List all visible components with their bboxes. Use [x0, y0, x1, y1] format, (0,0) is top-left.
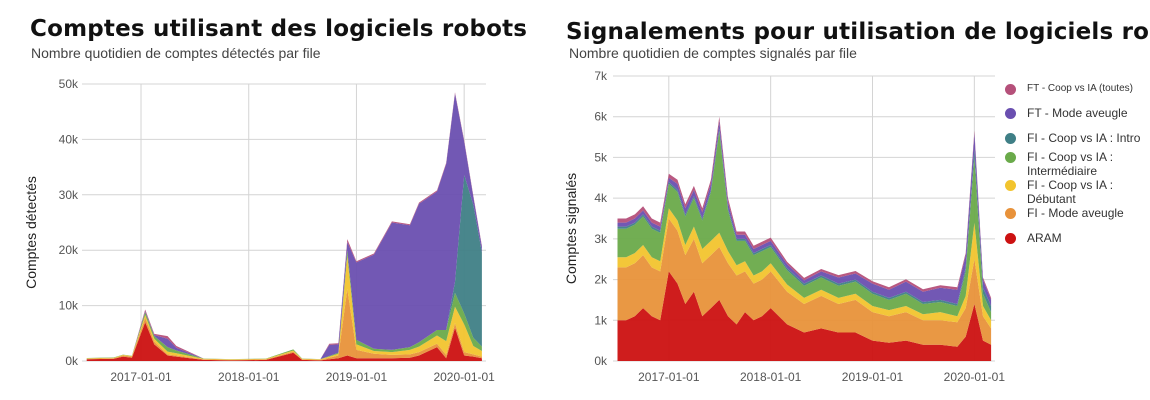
y-tick-label: 3k [594, 232, 608, 246]
legend-item-ft-coop[interactable]: FT - Coop vs IA (toutes) [1005, 82, 1150, 96]
legend-item-fi-mode-aveugle[interactable]: FI - Mode aveugle [1005, 206, 1150, 220]
y-tick-label: 20k [59, 243, 79, 257]
area-series-ft-mode-aveugle[interactable] [86, 93, 482, 360]
x-tick-label: 2019-01-01 [842, 370, 904, 384]
x-tick-label: 2020-01-01 [433, 370, 495, 384]
x-tick-label: 2019-01-01 [326, 370, 388, 384]
y-tick-label: 6k [594, 110, 608, 124]
x-tick-label: 2018-01-01 [218, 370, 280, 384]
legend-swatch-ft-coop [1005, 84, 1016, 95]
legend-label-fi-debutant: FI - Coop vs IA : Débutant [1027, 178, 1114, 206]
chart-2: 0k 1k 2k 3k 4k 5k 6k 7k 2017-01-01 2018-01-01 2019… [563, 69, 1005, 384]
y-axis-label: Comptes détectés [23, 176, 39, 289]
legend-label-aram: ARAM [1027, 231, 1062, 245]
legend-swatch-fi-mode-aveugle [1005, 208, 1016, 219]
area-series-fi-coop-vs-ia-d-butant[interactable] [86, 255, 482, 360]
y-tick-label: 0k [65, 354, 79, 368]
legend-swatch-fi-intro [1005, 133, 1016, 144]
area-series-aram[interactable] [86, 322, 482, 361]
legend-swatch-aram [1005, 233, 1016, 244]
y-tick-label: 10k [59, 299, 79, 313]
legend-item-fi-debutant[interactable]: FI - Coop vs IA : Débutant [1005, 178, 1137, 206]
legend-item-fi-intro[interactable]: FI - Coop vs IA : Intro [1005, 131, 1150, 145]
y-axis-label: Comptes signalés [563, 173, 579, 284]
area-series-fi-mode-aveugle[interactable] [617, 218, 992, 347]
legend-item-aram[interactable]: ARAM [1005, 231, 1150, 245]
y-tick-label: 0k [594, 354, 608, 368]
chart-2-subtitle: Nombre quotidien de comptes signalés par… [569, 45, 857, 61]
legend-item-fi-intermediaire[interactable]: FI - Coop vs IA : Intermédiaire [1005, 150, 1137, 178]
x-tick-label: 2018-01-01 [740, 370, 802, 384]
x-tick-label: 2020-01-01 [944, 370, 1006, 384]
chart-1: 0k 10k 20k 30k 40k 50k 2017-01-01 2018-01-01 201… [23, 77, 495, 384]
legend-label-fi-intro: FI - Coop vs IA : Intro [1027, 131, 1141, 145]
y-tick-label: 30k [59, 188, 79, 202]
legend-label-fi-intermediaire: FI - Coop vs IA : Intermédiaire [1027, 150, 1114, 178]
area-series-fi-mode-aveugle[interactable] [86, 289, 482, 361]
x-tick-label: 2017-01-01 [110, 370, 172, 384]
legend-label-fi-mode-aveugle: FI - Mode aveugle [1027, 206, 1124, 220]
legend-swatch-fi-debutant [1005, 180, 1016, 191]
y-tick-label: 5k [594, 150, 608, 164]
legend-label-ft-coop: FT - Coop vs IA (toutes) [1027, 83, 1133, 94]
y-tick-label: 50k [59, 77, 79, 91]
area-series-aram[interactable] [617, 271, 992, 361]
chart-2-title: Signalements pour utilisation de logicie… [566, 19, 1150, 45]
legend-swatch-fi-intermediaire [1005, 152, 1016, 163]
legend-label-ft-mode-aveugle: FT - Mode aveugle [1027, 106, 1128, 120]
y-tick-label: 1k [594, 313, 608, 327]
chart-1-subtitle: Nombre quotidien de comptes détectés par… [31, 45, 321, 61]
chart-1-title: Comptes utilisant des logiciels robots [30, 16, 528, 42]
area-series-fi-coop-vs-ia-interm-diaire[interactable] [617, 131, 992, 321]
x-tick-label: 2017-01-01 [638, 370, 700, 384]
y-tick-label: 40k [59, 132, 79, 146]
area-series-fi-coop-vs-ia-d-butant[interactable] [617, 208, 992, 329]
y-tick-label: 2k [594, 273, 608, 287]
y-tick-label: 4k [594, 191, 608, 205]
y-tick-label: 7k [594, 69, 608, 83]
legend-item-ft-mode-aveugle[interactable]: FT - Mode aveugle [1005, 106, 1150, 120]
legend-swatch-ft-mode-aveugle [1005, 108, 1016, 119]
